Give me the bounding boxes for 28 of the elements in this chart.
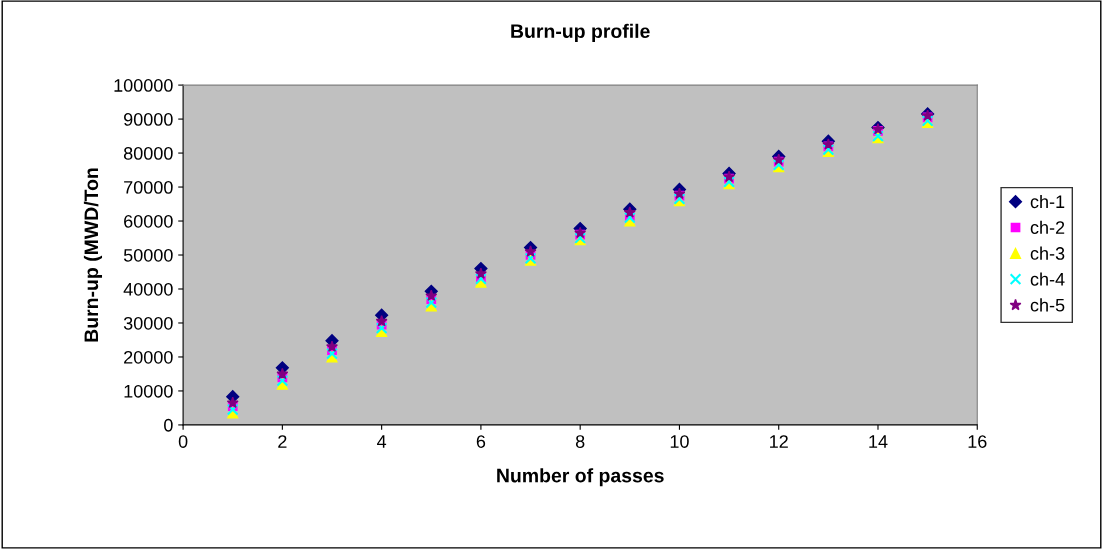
x-tick-label: 12	[770, 435, 788, 448]
x-tick-label: 14	[869, 435, 888, 448]
y-tick-label: 80000	[123, 147, 173, 160]
y-tick-label: 0	[164, 418, 173, 432]
x-tick-label: 6	[476, 435, 486, 448]
y-tick-label: 20000	[124, 350, 173, 364]
legend-label: ch-3	[1030, 246, 1065, 260]
x-tick-label: 10	[670, 435, 689, 448]
x-tick-label: 2	[278, 435, 287, 448]
y-tick-label: 100000	[114, 79, 173, 92]
x-tick-label: 4	[377, 435, 387, 448]
y-tick-label: 50000	[123, 248, 173, 262]
y-tick-label: 60000	[124, 214, 173, 228]
legend-label: ch-5	[1030, 298, 1065, 312]
legend-label: ch-4	[1030, 272, 1065, 286]
legend-label: ch-2	[1030, 220, 1065, 234]
x-tick-label: 0	[178, 435, 188, 448]
y-tick-label: 70000	[124, 180, 173, 194]
chart-title: Burn-up profile	[511, 23, 650, 42]
y-tick-label: 10000	[124, 384, 173, 398]
x-tick-label: 8	[575, 435, 585, 448]
y-tick-label: 30000	[123, 316, 173, 330]
legend-label: ch-1	[1030, 194, 1065, 209]
y-axis-title: Burn-up (MWD/Ton	[83, 168, 103, 342]
y-tick-label: 40000	[123, 282, 173, 296]
x-tick-label: 16	[968, 435, 987, 448]
x-axis-title: Number of passes	[497, 468, 664, 487]
y-tick-label: 90000	[124, 113, 173, 126]
